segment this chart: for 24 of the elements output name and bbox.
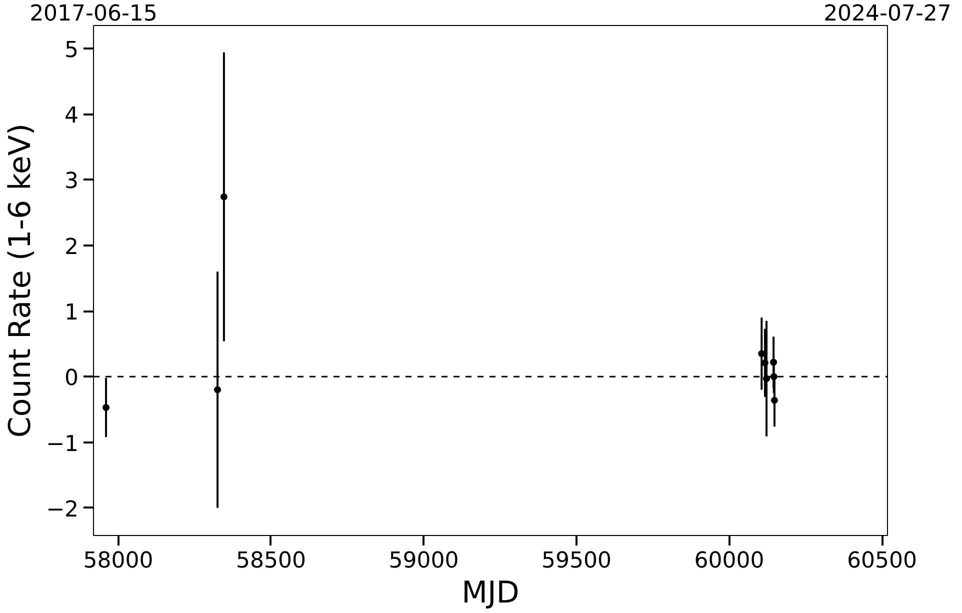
x2-tick-label: 2024-07-27 xyxy=(824,2,952,26)
y-tick-label: 1 xyxy=(64,300,79,326)
x-axis-title: MJD xyxy=(462,576,520,610)
y-tick-label: 0 xyxy=(64,366,79,392)
x-tick-label: 59500 xyxy=(542,548,612,574)
point xyxy=(102,404,110,411)
point xyxy=(770,358,778,366)
y-tick-label: −2 xyxy=(46,497,79,522)
x2-tick-label: 2017-06-15 xyxy=(30,2,158,26)
x-tick-label: 60000 xyxy=(694,548,764,574)
y-tick-label: 5 xyxy=(64,38,79,63)
y-axis-title: Count Rate (1-6 keV) xyxy=(3,123,38,438)
point xyxy=(770,396,778,404)
y-tick-label: 2 xyxy=(64,234,79,260)
x-tick-label: 58500 xyxy=(236,548,306,574)
x-tick-label: 59000 xyxy=(388,548,459,574)
point xyxy=(770,373,778,380)
y-tick-label: 4 xyxy=(64,104,79,129)
x-tick-label: 60500 xyxy=(847,548,918,574)
point xyxy=(220,193,228,200)
y-tick-label: 3 xyxy=(64,169,79,194)
point xyxy=(214,386,222,394)
y-tick-label: −1 xyxy=(46,432,79,457)
x-tick-label: 58000 xyxy=(83,548,154,574)
